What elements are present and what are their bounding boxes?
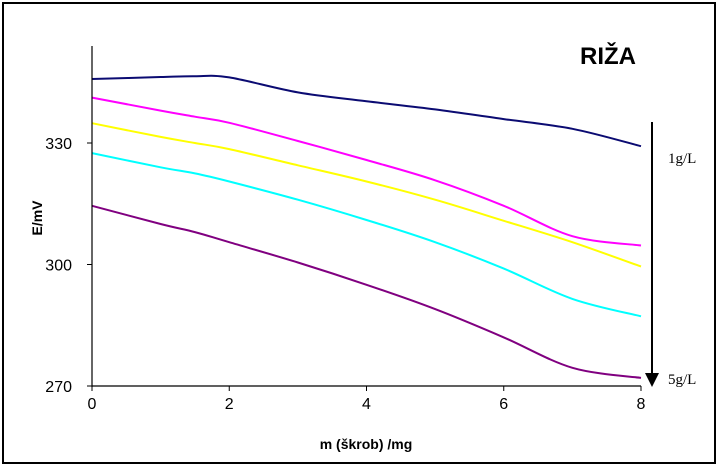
y-tick-label: 330 [45,136,72,153]
x-tick-label: 2 [225,396,234,413]
series-line-1 [91,74,642,148]
annotation-bottom: 5g/L [668,372,696,388]
plot-lines [91,74,642,379]
trend-arrow-head [645,373,659,387]
series-line-3 [91,122,642,268]
x-axis-title: m (škrob) /mg [320,436,413,452]
y-tick-label: 270 [45,379,72,396]
annotation-top: 1g/L [668,151,696,167]
x-tick-label: 4 [362,396,371,413]
x-tick-label: 6 [499,396,508,413]
series-line-2 [91,96,642,247]
chart-title: RIŽA [580,42,636,70]
series-line-4 [91,152,642,318]
series-line-5 [91,204,642,379]
x-tick-label: 8 [637,396,646,413]
axis-ticks: 0 2 4 6 8 270 300 330 [45,136,645,413]
x-tick-label: 0 [88,396,97,413]
y-tick-label: 300 [45,258,72,275]
y-axis-title: E/mV [29,200,45,236]
